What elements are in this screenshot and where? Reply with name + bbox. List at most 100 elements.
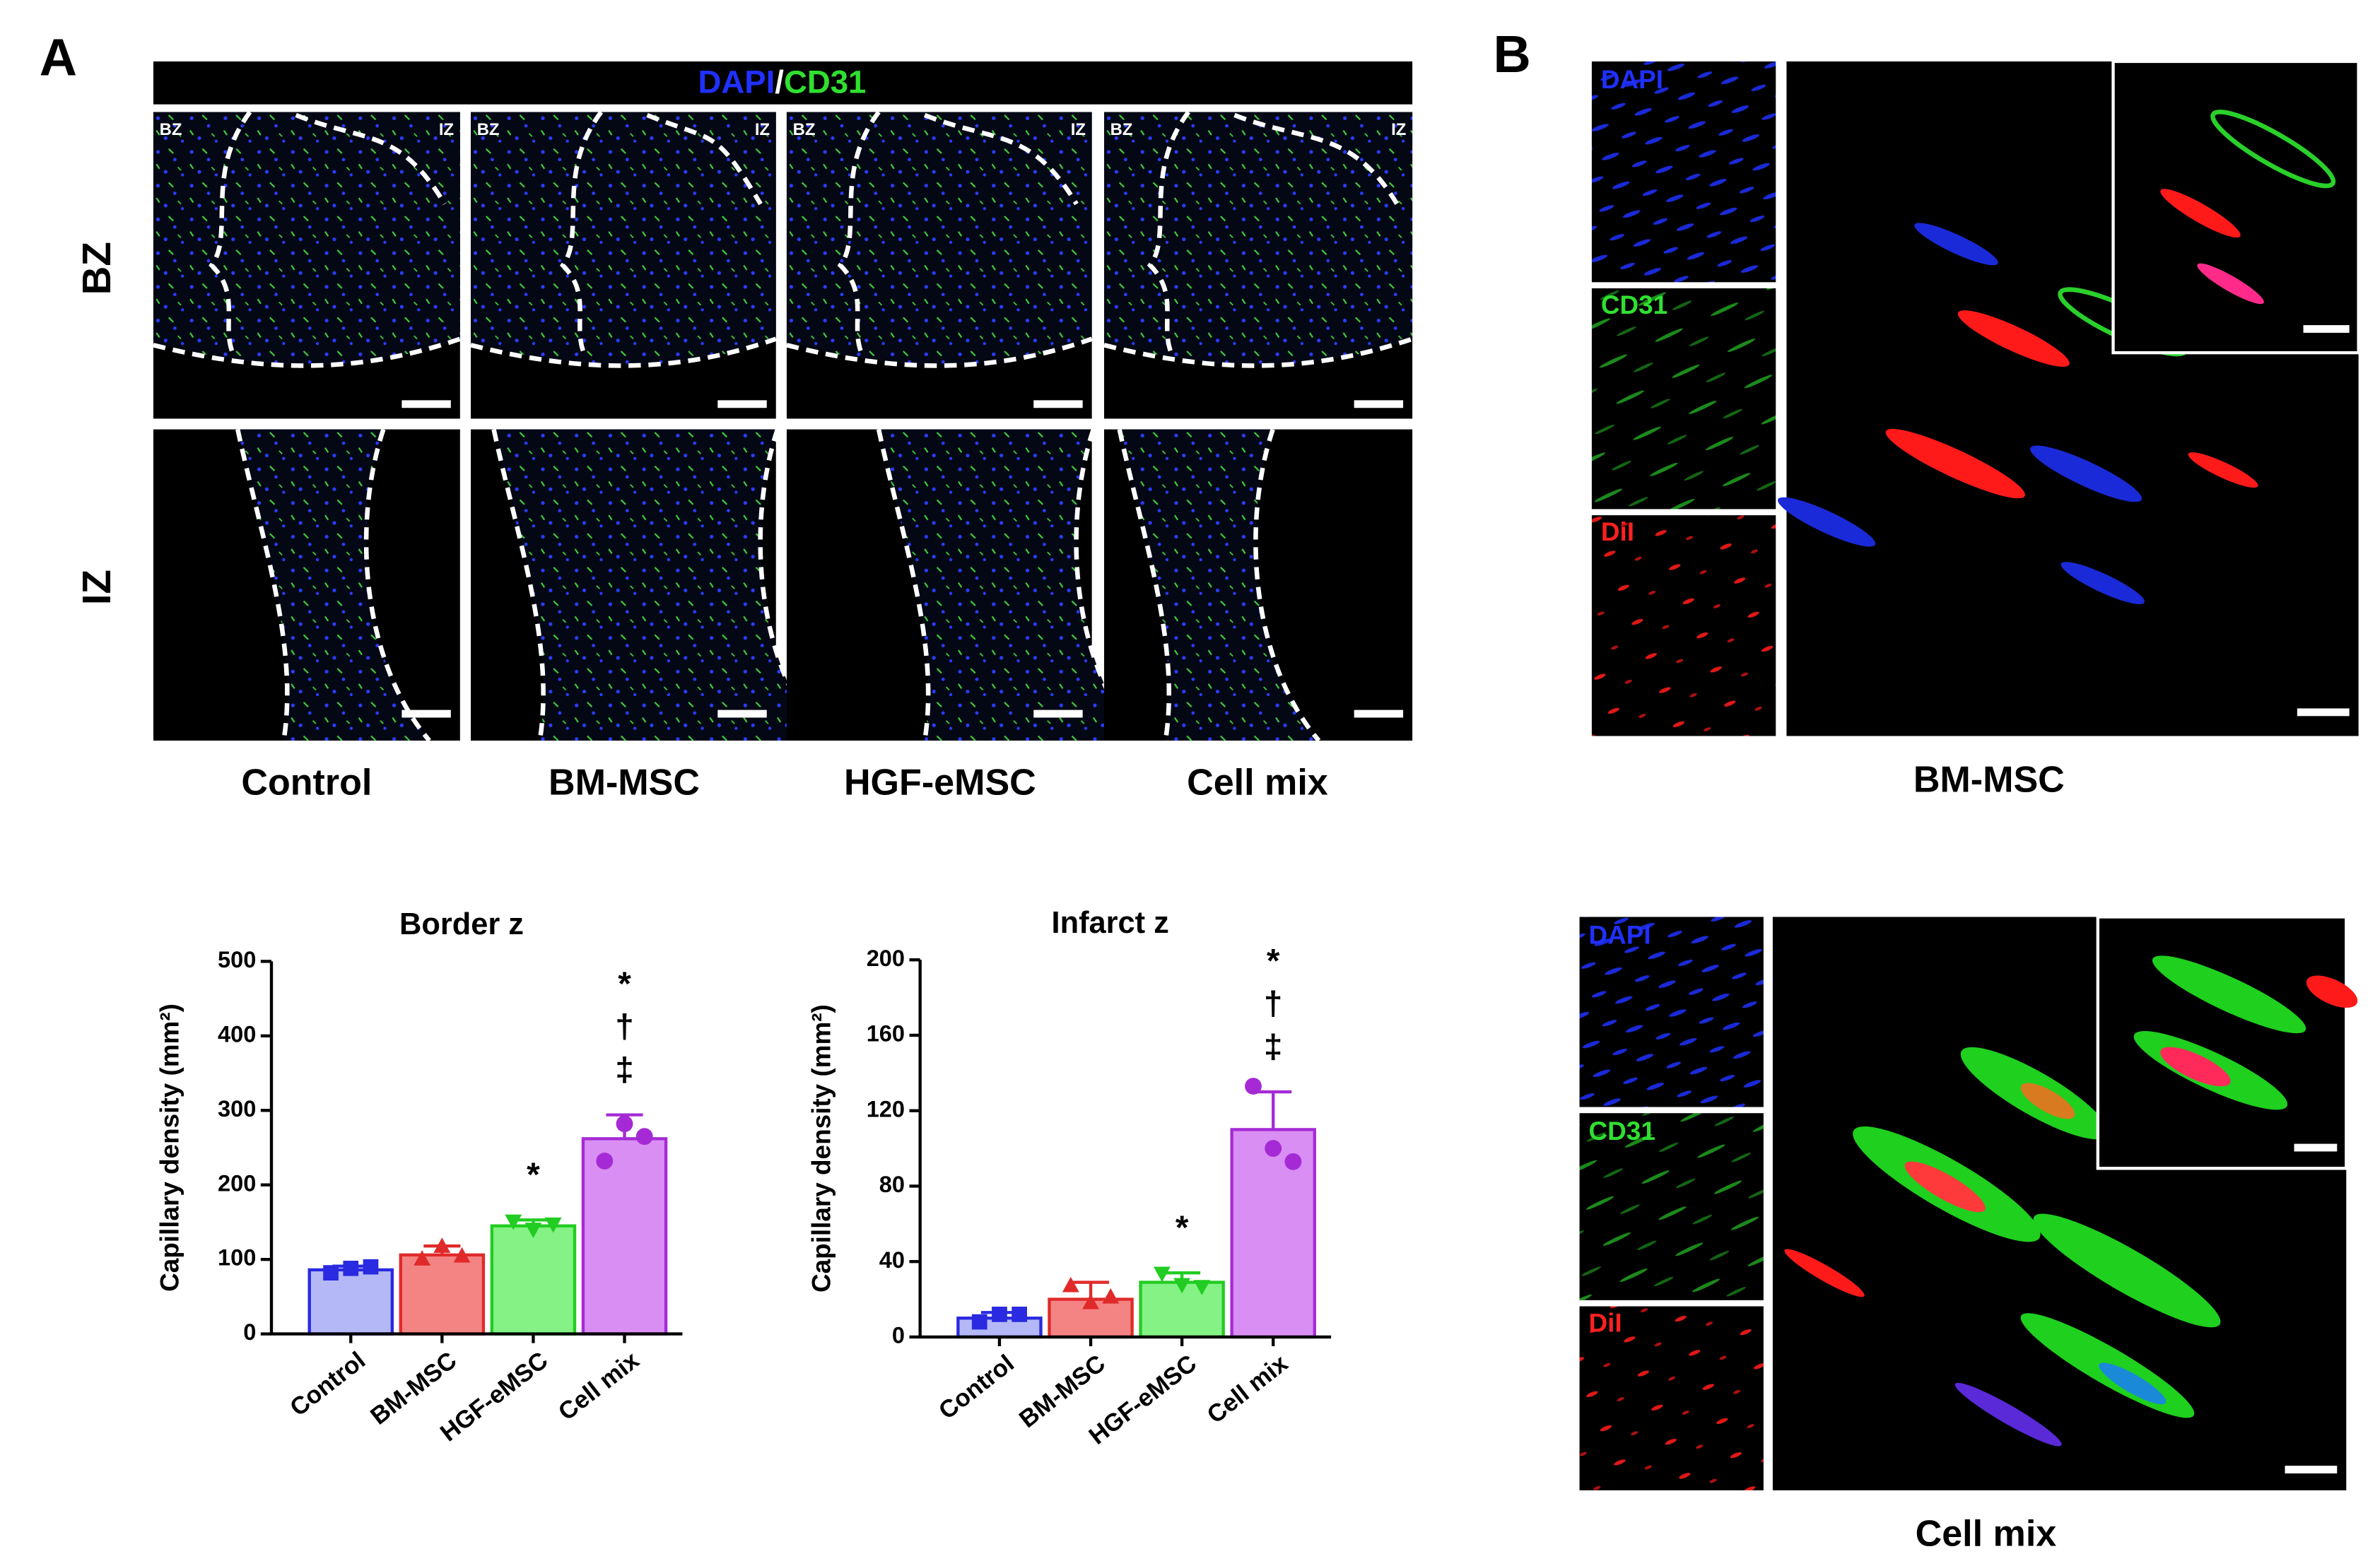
x-tick-label: Control	[934, 1350, 1019, 1425]
data-point	[1265, 1140, 1282, 1158]
data-point	[1245, 1078, 1262, 1095]
bar	[399, 1253, 486, 1336]
tissue-outline	[1147, 110, 1190, 359]
column-label: HGF-eMSC	[844, 763, 1036, 803]
tissue	[1119, 429, 1319, 741]
axes	[918, 960, 1332, 1339]
y-tick-label: 40	[879, 1247, 905, 1273]
tissue	[153, 112, 460, 365]
cells	[1784, 1047, 2221, 1447]
axes	[269, 961, 683, 1336]
y-axis-label: Capillary density (mm²)	[156, 1003, 184, 1292]
corner-label: BZ	[160, 120, 182, 139]
significance-mark: †	[615, 1008, 634, 1046]
y-tick-label: 300	[218, 1096, 256, 1121]
corner-label: IZ	[1071, 120, 1086, 139]
inset	[2096, 915, 2348, 1170]
scale-bar	[2294, 1143, 2338, 1152]
image-grid: BZ IZ BZ IZ BZ IZ BZ IZ	[153, 110, 1414, 743]
scale-bar	[401, 710, 451, 718]
tissue-outline	[491, 428, 546, 741]
channel-label: CD31	[1601, 290, 1667, 319]
group-caption: Cell mix	[1916, 1514, 2057, 1555]
tissue-outline	[559, 110, 604, 359]
inset	[2111, 59, 2360, 355]
micrograph	[1579, 917, 1764, 1107]
y-tick-label: 500	[218, 947, 256, 972]
y-tick-label: 160	[867, 1021, 905, 1047]
tissue	[493, 429, 823, 741]
tissue-outline	[363, 428, 431, 743]
tissue	[1104, 112, 1413, 365]
data-point	[1102, 1288, 1120, 1304]
y-tick-label: 200	[218, 1170, 256, 1196]
data-point	[635, 1128, 653, 1146]
data-point	[1012, 1307, 1027, 1322]
tissue-outline	[209, 110, 252, 359]
significance-mark: ‡	[1264, 1028, 1283, 1066]
stain-slash: /	[775, 64, 784, 100]
micrograph	[1591, 61, 1776, 283]
corner-label: IZ	[439, 120, 454, 139]
micrograph-set: DAPI CD31 DiI Cell mix	[1579, 915, 2358, 1555]
y-axis-label: Capillary density (mm²)	[807, 1004, 836, 1293]
data-point	[453, 1247, 471, 1263]
tissue-outline	[295, 112, 447, 206]
y-tick-label: 200	[867, 946, 905, 971]
micrograph	[153, 428, 460, 743]
chart-title: Border z	[399, 907, 524, 941]
y-tick-label: 80	[879, 1172, 905, 1197]
micrograph: BZ IZ	[470, 110, 777, 419]
x-tick-label: Control	[286, 1347, 371, 1422]
bar	[307, 1268, 394, 1336]
data-point	[1153, 1266, 1171, 1283]
micrograph	[1104, 428, 1413, 743]
y-tick-label: 0	[892, 1323, 905, 1348]
data-point	[1062, 1276, 1079, 1293]
panel-label: B	[1493, 25, 1530, 83]
data-point	[544, 1217, 562, 1233]
stain-cd31: CD31	[784, 64, 866, 100]
micrograph	[471, 428, 826, 743]
corner-label: IZ	[755, 120, 770, 139]
y-tick-label: 0	[243, 1319, 256, 1345]
corner-label: BZ	[793, 120, 816, 139]
data-point	[1082, 1293, 1099, 1309]
data-point	[505, 1214, 522, 1230]
scale-bar	[717, 710, 767, 718]
tissue-outline	[1253, 428, 1321, 743]
row-label: BZ	[74, 242, 119, 295]
stain-header	[153, 61, 1413, 105]
panel-label: A	[40, 28, 77, 86]
cells	[2160, 110, 2336, 305]
column-label: Cell mix	[1187, 763, 1328, 803]
data-point	[433, 1237, 451, 1253]
corner-label: BZ	[477, 120, 500, 139]
channel-label: DAPI	[1601, 65, 1663, 94]
micrograph-set: DAPI CD31 DiI BM-MSC	[1591, 59, 2360, 800]
scale-bar	[2297, 708, 2350, 717]
micrograph	[1579, 1306, 1764, 1490]
y-tick-label: 120	[867, 1096, 905, 1121]
micrograph	[1591, 288, 1776, 510]
scale-bar	[401, 400, 451, 408]
data-point	[524, 1223, 542, 1238]
tissue-outline	[837, 110, 881, 359]
scale-bar	[717, 400, 767, 408]
micrograph: BZ IZ	[1103, 110, 1414, 419]
significance-mark: *	[527, 1156, 540, 1194]
micrograph: BZ IZ	[786, 110, 1093, 419]
channel-label: DiI	[1589, 1308, 1622, 1337]
stain-dapi: DAPI	[698, 64, 775, 100]
x-tick-label: Cell mix	[1202, 1350, 1294, 1429]
scale-bar	[1033, 710, 1083, 718]
scale-bar	[1354, 710, 1404, 718]
channel-label: DiI	[1601, 517, 1634, 546]
tissue-outline	[876, 428, 931, 741]
scale-bar	[2285, 1466, 2338, 1474]
micrograph: BZ IZ	[153, 110, 461, 419]
micrograph	[1579, 1113, 1764, 1300]
significance-mark: ‡	[615, 1051, 634, 1088]
